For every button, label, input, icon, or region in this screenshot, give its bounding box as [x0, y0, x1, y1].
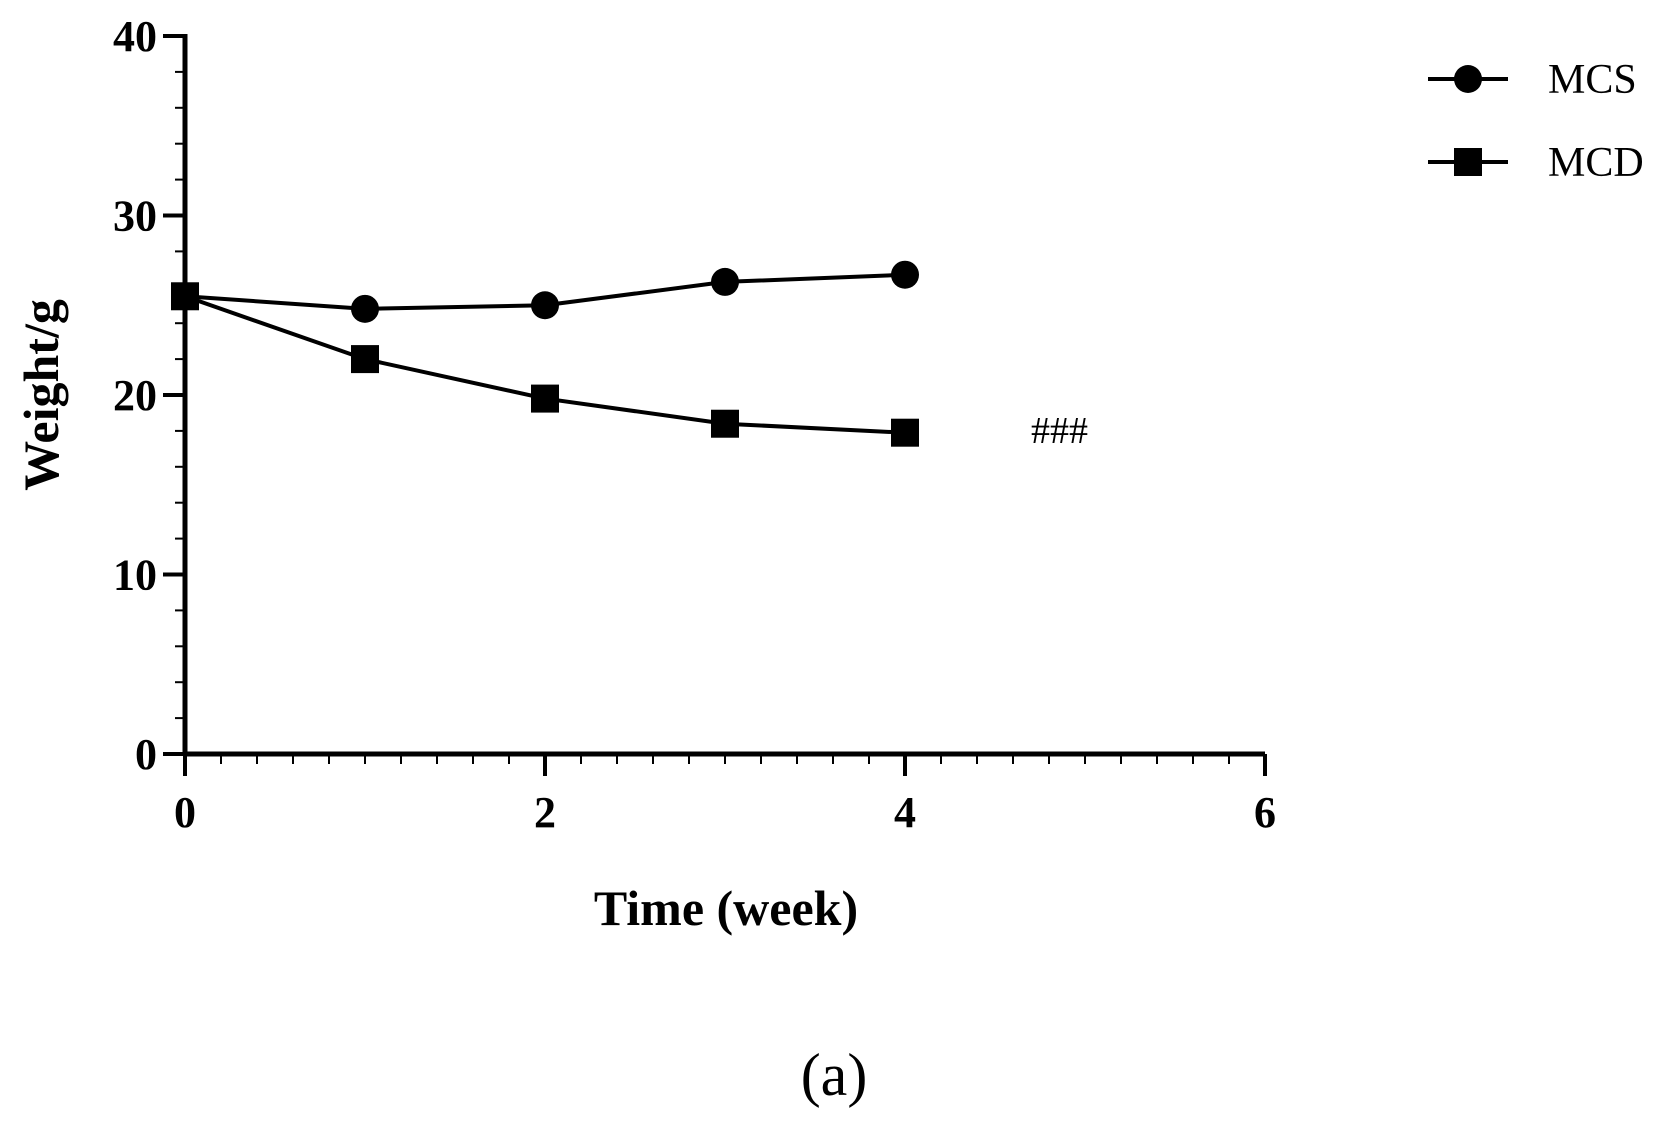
point-mcs	[351, 294, 379, 323]
legend-marker-mcd	[1454, 148, 1482, 176]
x-tick-label: 0	[174, 788, 196, 837]
x-axis-title: Time (week)	[594, 880, 858, 936]
point-mcd	[171, 282, 199, 311]
y-tick-label: 10	[113, 551, 157, 600]
legend-marker-mcs	[1454, 65, 1482, 93]
y-tick-label: 20	[113, 371, 157, 420]
y-tick-label: 30	[113, 192, 157, 241]
point-mcd	[711, 409, 739, 438]
panel-label: (a)	[801, 1042, 868, 1108]
axis-ticks	[163, 34, 1267, 776]
legend: MCS MCD	[1428, 57, 1644, 186]
point-mcd	[891, 418, 919, 447]
point-mcs	[531, 291, 559, 320]
point-mcs	[711, 267, 739, 296]
legend-label-mcd: MCD	[1548, 140, 1644, 186]
point-mcs	[891, 260, 919, 289]
x-tick-label: 4	[894, 788, 916, 837]
point-mcd	[531, 384, 559, 413]
x-tick-label: 6	[1254, 788, 1276, 837]
x-tick-label: 2	[534, 788, 556, 837]
y-tick-label: 40	[113, 12, 157, 61]
y-tick-label: 0	[135, 730, 157, 779]
tick-labels: 0 10 20 30 40 0 2 4 6	[113, 12, 1276, 837]
series-group	[171, 260, 919, 447]
significance-annotation: ###	[1031, 410, 1088, 452]
point-mcd	[351, 345, 379, 374]
y-axis-title: Weight/g	[13, 299, 69, 491]
legend-label-mcs: MCS	[1548, 57, 1637, 103]
